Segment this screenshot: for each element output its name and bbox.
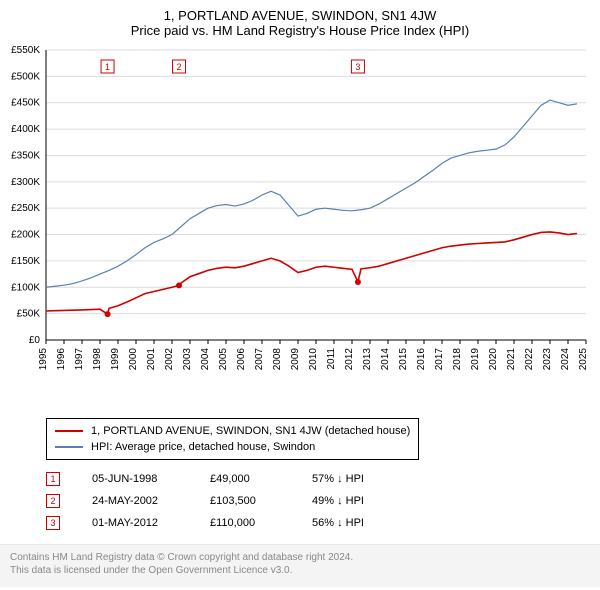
y-tick-label: £0	[29, 335, 41, 346]
x-tick-label: 2002	[164, 348, 175, 371]
x-tick-label: 2021	[506, 348, 517, 371]
x-tick-label: 2013	[362, 348, 373, 371]
x-tick-label: 2005	[218, 348, 229, 371]
x-tick-label: 1995	[38, 348, 49, 371]
y-tick-label: £50K	[17, 309, 41, 320]
sale-dot-3	[355, 279, 361, 285]
sales-marker-3: 3	[46, 516, 60, 530]
sale-marker-num-2: 2	[177, 62, 182, 72]
x-tick-label: 2010	[308, 348, 319, 371]
legend-swatch	[55, 430, 83, 432]
x-tick-label: 2000	[128, 348, 139, 371]
x-tick-label: 2020	[488, 348, 499, 371]
legend-label: 1, PORTLAND AVENUE, SWINDON, SN1 4JW (de…	[91, 425, 410, 437]
sales-marker-1: 1	[46, 472, 60, 486]
legend-row: HPI: Average price, detached house, Swin…	[55, 439, 410, 455]
x-tick-label: 2006	[236, 348, 247, 371]
title-block: 1, PORTLAND AVENUE, SWINDON, SN1 4JW Pri…	[0, 0, 600, 42]
y-tick-label: £500K	[11, 71, 40, 82]
footer-line-1: Contains HM Land Registry data © Crown c…	[10, 551, 590, 564]
chart-area: £0 £50K £100K £150K £200K £250K £300K £350K £400…	[0, 42, 600, 412]
sales-pct: 56% ↓ HPI	[312, 517, 392, 529]
x-tick-label: 1997	[74, 348, 85, 371]
x-tick-label: 1998	[92, 348, 103, 371]
x-tick-label: 2023	[542, 348, 553, 371]
sales-row: 3 01-MAY-2012 £110,000 56% ↓ HPI	[46, 512, 600, 534]
x-tick-label: 2016	[416, 348, 427, 371]
sales-date: 05-JUN-1998	[92, 473, 178, 485]
legend: 1, PORTLAND AVENUE, SWINDON, SN1 4JW (de…	[46, 418, 419, 460]
y-tick-label: £450K	[11, 98, 40, 109]
x-tick-label: 2004	[200, 348, 211, 371]
y-tick-label: £300K	[11, 177, 40, 188]
sales-pct: 57% ↓ HPI	[312, 473, 392, 485]
x-tick-label: 1996	[56, 348, 67, 371]
legend-label: HPI: Average price, detached house, Swin…	[91, 441, 315, 453]
x-tick-label: 2014	[380, 348, 391, 371]
x-tick-label: 2025	[578, 348, 589, 371]
x-tick-label: 2007	[254, 348, 265, 371]
footer: Contains HM Land Registry data © Crown c…	[0, 544, 600, 587]
legend-row: 1, PORTLAND AVENUE, SWINDON, SN1 4JW (de…	[55, 423, 410, 439]
sales-row: 1 05-JUN-1998 £49,000 57% ↓ HPI	[46, 468, 600, 490]
sale-marker-num-3: 3	[355, 62, 360, 72]
sales-marker-2: 2	[46, 494, 60, 508]
sales-table: 1 05-JUN-1998 £49,000 57% ↓ HPI 2 24-MAY-2002…	[46, 468, 600, 534]
y-tick-label: £400K	[11, 124, 40, 135]
y-tick-label: £150K	[11, 256, 40, 267]
x-tick-label: 1999	[110, 348, 121, 371]
x-tick-label: 2022	[524, 348, 535, 371]
sales-price: £49,000	[210, 473, 280, 485]
legend-swatch	[55, 446, 83, 447]
y-tick-label: £250K	[11, 203, 40, 214]
x-tick-label: 2019	[470, 348, 481, 371]
x-tick-label: 2008	[272, 348, 283, 371]
y-tick-label: £100K	[11, 282, 40, 293]
x-tick-label: 2017	[434, 348, 445, 371]
sales-date: 24-MAY-2002	[92, 495, 178, 507]
sale-marker-num-1: 1	[105, 62, 110, 72]
sale-dot-1	[105, 311, 111, 317]
x-tick-label: 2003	[182, 348, 193, 371]
y-tick-label: £550K	[11, 45, 40, 56]
sales-row: 2 24-MAY-2002 £103,500 49% ↓ HPI	[46, 490, 600, 512]
x-tick-label: 2024	[560, 348, 571, 371]
sales-price: £110,000	[210, 517, 280, 529]
sales-date: 01-MAY-2012	[92, 517, 178, 529]
sale-dot-2	[176, 282, 182, 288]
chart-container: 1, PORTLAND AVENUE, SWINDON, SN1 4JW Pri…	[0, 0, 600, 587]
x-tick-label: 2015	[398, 348, 409, 371]
x-tick-label: 2001	[146, 348, 157, 371]
y-tick-label: £200K	[11, 230, 40, 241]
footer-line-2: This data is licensed under the Open Gov…	[10, 564, 590, 577]
y-tick-label: £350K	[11, 150, 40, 161]
title-subtitle: Price paid vs. HM Land Registry's House …	[0, 23, 600, 38]
series-property_price	[46, 232, 577, 314]
x-tick-label: 2011	[326, 348, 337, 370]
sales-price: £103,500	[210, 495, 280, 507]
chart-svg: £0 £50K £100K £150K £200K £250K £300K £350K £400…	[0, 42, 600, 412]
series-hpi	[46, 100, 577, 287]
x-tick-label: 2018	[452, 348, 463, 371]
title-address: 1, PORTLAND AVENUE, SWINDON, SN1 4JW	[0, 8, 600, 23]
x-tick-label: 2012	[344, 348, 355, 371]
x-tick-label: 2009	[290, 348, 301, 371]
sales-pct: 49% ↓ HPI	[312, 495, 392, 507]
